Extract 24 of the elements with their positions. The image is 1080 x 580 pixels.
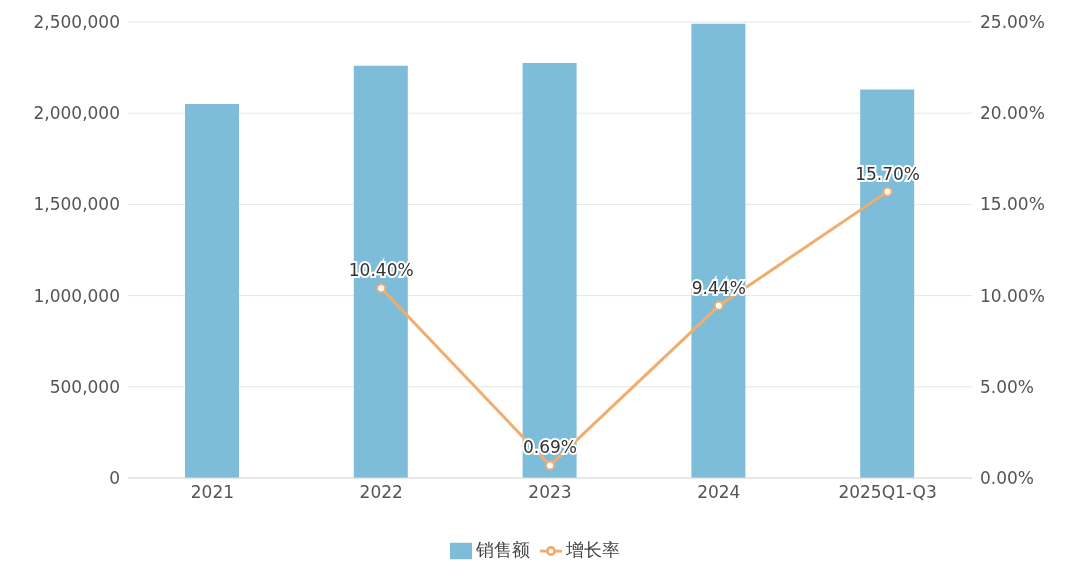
y2-tick-label: 5.00% xyxy=(980,376,1035,397)
y2-tick-label: 10.00% xyxy=(980,285,1045,306)
y2-tick-label: 25.00% xyxy=(980,12,1045,33)
y-tick-label: 1,000,000 xyxy=(33,285,120,306)
x-tick-label: 2025Q1-Q3 xyxy=(838,482,937,503)
x-tick-label: 2024 xyxy=(697,482,741,503)
y-tick-label: 1,500,000 xyxy=(33,194,120,215)
x-tick-label: 2021 xyxy=(190,482,235,503)
x-tick-label: 2023 xyxy=(528,482,572,503)
point xyxy=(882,186,893,197)
legend-label: 销售额 xyxy=(476,539,530,560)
data-label: 9.44% xyxy=(691,277,746,298)
y-tick-label: 2,500,000 xyxy=(33,12,120,33)
point xyxy=(376,283,387,294)
point xyxy=(713,300,724,311)
point xyxy=(545,460,555,471)
y2-tick-label: 15.00% xyxy=(980,194,1045,215)
y2-tick-label: 20.00% xyxy=(980,103,1045,124)
legend-label: 增长率 xyxy=(566,539,620,560)
y-tick-label: 2,000,000 xyxy=(33,103,120,124)
y-tick-label: 500,000 xyxy=(49,376,120,397)
x-tick-label: 2022 xyxy=(359,482,403,503)
y-tick-label: 0 xyxy=(109,468,120,489)
y2-tick-label: 0.00% xyxy=(980,468,1035,489)
